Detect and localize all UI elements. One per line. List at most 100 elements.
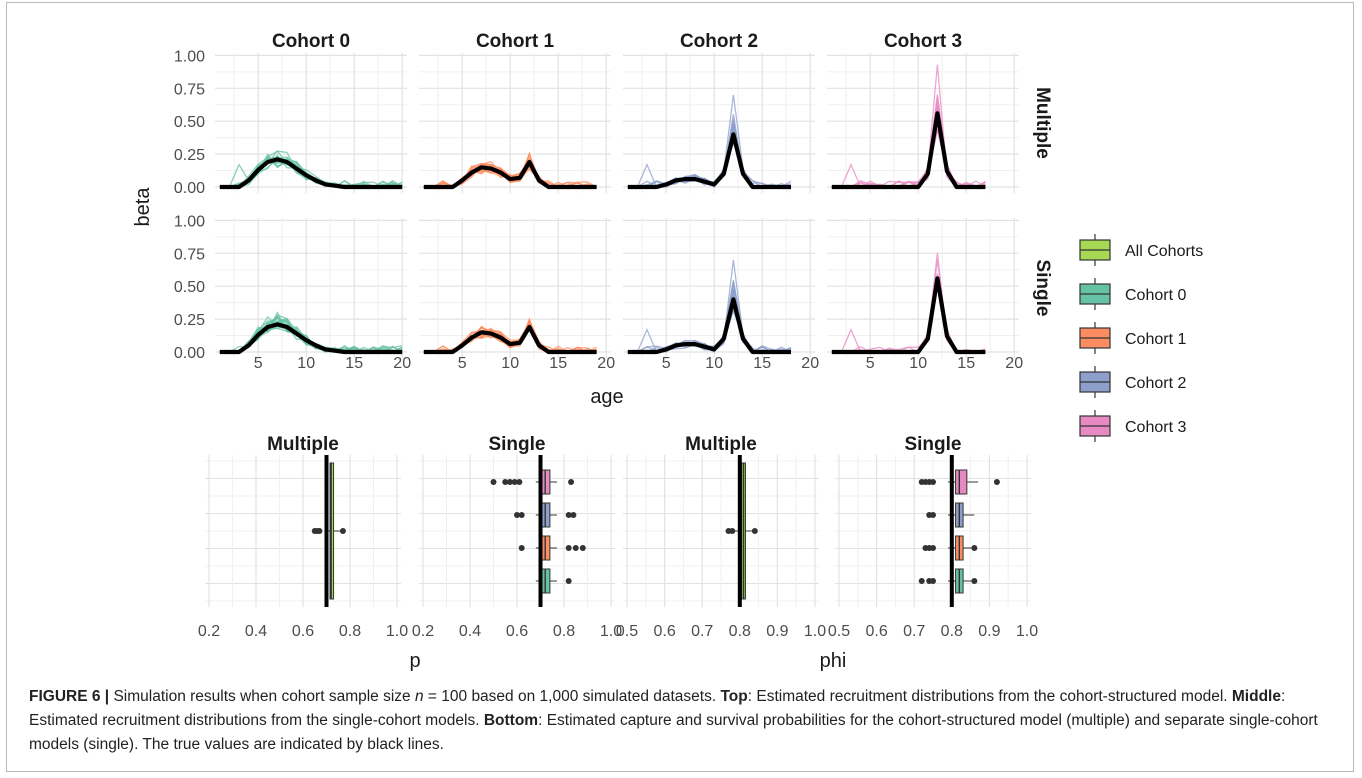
y-tick-label: 0.00: [174, 345, 205, 362]
panel-multiple-1: [419, 53, 611, 193]
x-axis-title: age: [590, 386, 623, 408]
outlier-point: [506, 479, 513, 485]
figure-svg: Cohort 0 5 10 15 20 Cohort 1 5 10 15 20 Cohort 2 5 1…: [132, 31, 1203, 672]
panel-single-3: [827, 218, 1019, 358]
x-tick-label: 1.0: [386, 623, 408, 640]
legend-item-cohort-1: Cohort 1: [1079, 322, 1186, 354]
x-tick-label: 10: [501, 355, 519, 372]
replicate-line: [627, 140, 791, 188]
caption-label: FIGURE 6 |: [29, 688, 110, 705]
x-tick-label: 0.5: [828, 623, 850, 640]
y-tick-label: 1.00: [174, 213, 205, 230]
y-tick-label: 0.75: [174, 246, 205, 263]
outlier-point: [570, 512, 577, 518]
y-tick-label: 0.50: [174, 114, 205, 131]
outlier-point: [971, 578, 978, 584]
replicate-line: [831, 273, 986, 353]
x-tick-label: 20: [1005, 355, 1023, 372]
x-tick-label: 0.8: [339, 623, 361, 640]
y-tick-label: 1.00: [174, 48, 205, 65]
replicate-line: [831, 130, 986, 188]
box-panel-title: Multiple: [267, 434, 339, 455]
replicate-line: [627, 292, 792, 353]
caption-top-text: : Estimated recruitment distributions fr…: [747, 688, 1232, 705]
x-tick-label: 0.8: [553, 623, 575, 640]
x-tick-label: 0.2: [198, 623, 220, 640]
facet-row-label-multiple: Multiple: [1032, 87, 1053, 159]
true-value-line: [423, 159, 597, 190]
x-tick-label: 20: [801, 355, 819, 372]
x-tick-label: 0.4: [459, 623, 481, 640]
caption-middle-label: Middle: [1231, 688, 1281, 705]
x-tick-label: 0.5: [616, 623, 638, 640]
replicate-line: [627, 259, 792, 353]
caption-bottom-text: : Estimated capture and survival probabi…: [29, 712, 1318, 753]
x-tick-label: 0.9: [978, 623, 1000, 640]
x-tick-label: 0.6: [653, 623, 675, 640]
true-value-line: [219, 157, 403, 190]
facet-row-label-single: Single: [1032, 259, 1053, 316]
panel-single-0: [215, 218, 407, 358]
x-tick-label: 1.0: [1016, 623, 1038, 640]
caption-text-2: = 100 based on 1,000 simulated datasets.: [423, 688, 721, 705]
outlier-point: [930, 479, 936, 485]
box-panel-2: Multiple 0.5 0.6 0.7 0.8 0.9 1.0: [616, 434, 826, 640]
outlier-point: [514, 512, 520, 518]
x-tick-label: 10: [705, 355, 723, 372]
box-body: [955, 469, 968, 495]
outlier-point: [572, 545, 579, 551]
figure-frame: Cohort 0 5 10 15 20 Cohort 1 5 10 15 20 Cohort 2 5 1…: [6, 2, 1354, 772]
replicate-line: [831, 112, 986, 188]
box-panel-0: Multiple 0.2 0.4 0.6 0.8 1.0p: [198, 434, 421, 672]
x-tick-label: 15: [957, 355, 975, 372]
replicate-line: [627, 297, 792, 353]
outlier-point: [565, 512, 572, 518]
caption-middle-text: : Estimated recruitment distributions fr…: [29, 688, 1286, 729]
x-tick-label: 15: [549, 355, 567, 372]
x-tick-label: 0.6: [292, 623, 314, 640]
true-value-line: [627, 132, 791, 190]
outlier-point: [918, 578, 925, 584]
replicate-line: [831, 111, 986, 188]
true-value-line: [831, 276, 986, 355]
outlier-point: [518, 545, 525, 551]
outlier-point: [565, 545, 572, 551]
y-tick-label: 0.50: [174, 279, 205, 296]
replicate-line: [627, 133, 791, 188]
replicate-line: [627, 302, 792, 353]
box-cohort-2: [926, 502, 975, 528]
legend-item-cohort-0: Cohort 0: [1079, 278, 1186, 310]
x-tick-label: 0.7: [691, 623, 713, 640]
caption-top-label: Top: [720, 688, 748, 705]
x-tick-label: 5: [458, 355, 467, 372]
replicate-line: [831, 282, 986, 353]
outlier-point: [930, 545, 936, 551]
outlier-point: [568, 479, 575, 485]
outlier-point: [565, 578, 572, 584]
box-panel-title: Single: [488, 434, 545, 455]
legend-item-all-cohorts: All Cohorts: [1079, 234, 1203, 266]
y-tick-label: 0.00: [174, 180, 205, 197]
replicate-line: [627, 94, 792, 188]
outlier-point: [511, 479, 518, 485]
box-panel-title: Multiple: [685, 434, 757, 455]
x-tick-label: 15: [345, 355, 363, 372]
x-tick-label: 0.6: [865, 623, 887, 640]
legend-item-cohort-2: Cohort 2: [1079, 366, 1186, 398]
x-tick-label: 0.8: [941, 623, 963, 640]
panel-single-2: [623, 218, 815, 358]
box-all-cohorts: [311, 462, 346, 600]
outlier-point: [971, 545, 978, 551]
replicate-line: [627, 133, 792, 188]
box-panel-3: Single 0.5 0.6 0.7 0.8 0.9 1.0 phi: [820, 434, 1039, 672]
outlier-point: [930, 512, 936, 518]
box-cohort-0: [918, 568, 978, 594]
facet-title-cohort-0: Cohort 0: [272, 31, 350, 52]
x-tick-label: 0.2: [412, 623, 434, 640]
outlier-point: [502, 479, 509, 485]
caption-n-variable: n: [414, 688, 424, 705]
x-tick-label: 10: [909, 355, 927, 372]
box-cohort-3: [490, 469, 575, 495]
figure-caption: FIGURE 6 | Simulation results when cohor…: [29, 685, 1339, 757]
box-panel-title: Single: [904, 434, 961, 455]
